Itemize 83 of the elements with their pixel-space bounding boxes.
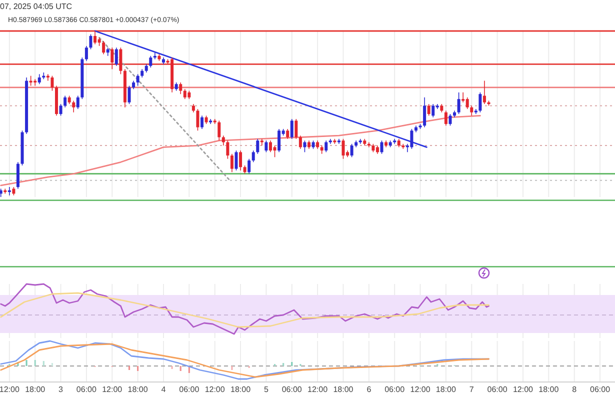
candlestick: [248, 158, 251, 174]
x-tick-label: 06:00: [179, 385, 200, 394]
x-tick-label: 12:00: [410, 385, 431, 394]
candlestick: [114, 47, 118, 66]
candlestick: [46, 74, 50, 82]
x-tick-label: 8: [572, 385, 578, 394]
x-tick-label: 18:00: [333, 385, 354, 394]
candlestick: [234, 150, 238, 171]
candlestick: [466, 97, 469, 110]
x-tick-label: 12:00: [204, 385, 226, 394]
candlestick: [264, 140, 268, 153]
x-tick-label: 3: [58, 385, 64, 394]
candlestick: [200, 115, 204, 130]
candlestick: [222, 135, 225, 146]
x-tick-label: 12:00: [512, 385, 534, 394]
x-tick-label: 18:00: [538, 385, 560, 394]
candlestick: [34, 78, 37, 86]
x-tick-label: 12:00: [0, 385, 20, 394]
candlestick: [260, 138, 264, 146]
candlestick: [273, 145, 276, 158]
candlestick: [72, 100, 76, 113]
x-tick-label: 18:00: [436, 385, 457, 394]
candlestick: [218, 120, 221, 141]
candlestick: [38, 74, 41, 85]
candlestick: [119, 47, 122, 75]
candlestick: [482, 80, 486, 104]
candlestick: [29, 75, 32, 86]
candlestick: [427, 104, 430, 116]
candlestick: [149, 56, 152, 68]
candlestick: [342, 138, 345, 160]
candlestick: [50, 75, 54, 92]
x-tick-label: 12:00: [102, 385, 123, 394]
candlestick: [380, 140, 384, 154]
candlestick: [179, 82, 182, 94]
candlestick: [239, 150, 242, 171]
candlestick: [478, 92, 482, 113]
chart-title: 07, 2025 04:05 UTC: [0, 2, 72, 11]
candlestick: [256, 138, 260, 154]
candlestick: [153, 52, 156, 60]
x-tick-label: 06:00: [76, 385, 98, 394]
candlestick: [423, 97, 426, 128]
x-tick-label: 6: [366, 385, 372, 394]
candlestick: [298, 135, 302, 150]
candlestick: [136, 74, 140, 86]
x-tick-label: 7: [469, 385, 474, 394]
x-tick-label: 18:00: [230, 385, 252, 394]
candlestick: [110, 47, 114, 70]
candlestick: [183, 88, 186, 100]
candlestick: [290, 118, 294, 140]
candlestick: [16, 162, 20, 190]
candlestick: [432, 104, 435, 118]
candlestick: [94, 30, 97, 45]
candlestick: [89, 34, 92, 50]
candlestick: [324, 140, 328, 153]
candlestick: [303, 140, 306, 153]
candlestick: [444, 110, 448, 126]
x-tick-label: 18:00: [25, 385, 46, 394]
candlestick: [457, 92, 460, 114]
candlestick: [128, 85, 131, 104]
candlestick: [64, 95, 67, 108]
candlestick: [286, 128, 290, 140]
candlestick: [102, 40, 106, 55]
candlestick: [59, 104, 62, 116]
candlestick: [76, 95, 80, 110]
candlestick: [252, 150, 255, 163]
x-tick-label: 18:00: [128, 385, 148, 394]
x-tick-label: 5: [264, 385, 269, 394]
candlestick: [196, 108, 200, 131]
x-tick-label: 06:00: [487, 385, 508, 394]
candlestick: [278, 128, 281, 153]
candlestick: [448, 114, 452, 126]
candlestick: [8, 186, 11, 196]
candlestick: [294, 118, 298, 140]
x-tick-label: 12:00: [308, 385, 328, 394]
candlestick: [350, 143, 354, 158]
candlestick: [226, 140, 230, 160]
candlestick: [230, 153, 234, 172]
x-tick-label: 4: [161, 385, 166, 394]
x-tick-label: 06:00: [384, 385, 406, 394]
candlestick: [84, 46, 88, 62]
x-tick-label: 06:00: [282, 385, 302, 394]
candlestick: [470, 105, 474, 116]
x-tick-label: 06:00: [590, 385, 611, 394]
